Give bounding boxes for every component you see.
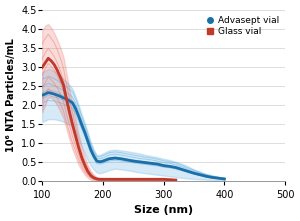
Legend: Advasept vial, Glass vial: Advasept vial, Glass vial [205, 14, 281, 38]
X-axis label: Size (nm): Size (nm) [134, 206, 193, 215]
Y-axis label: 10⁶ NTA Particles/mL: 10⁶ NTA Particles/mL [6, 38, 16, 152]
